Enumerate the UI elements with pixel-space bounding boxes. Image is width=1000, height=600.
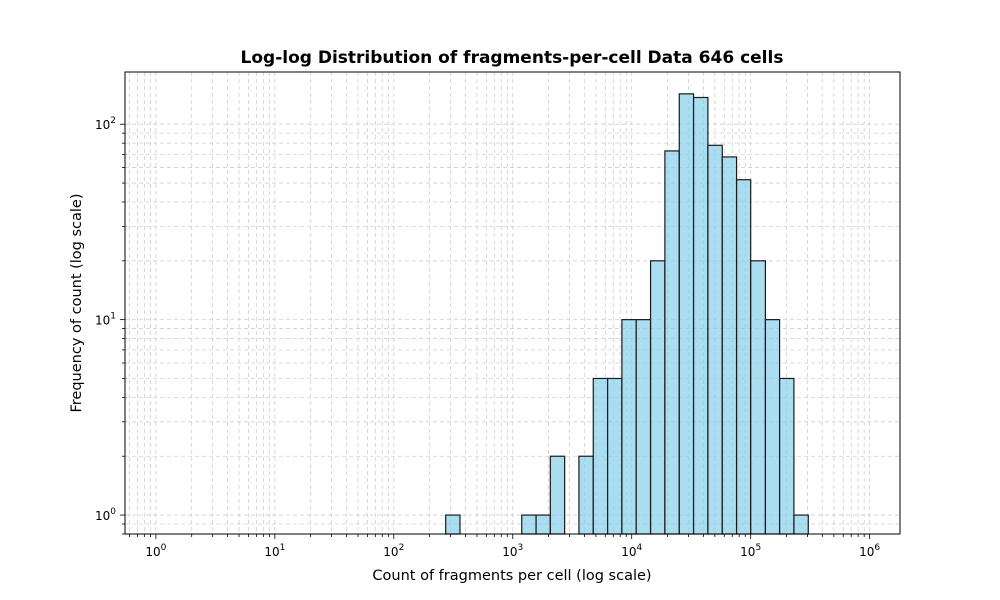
histogram-bars: [445, 93, 809, 535]
histogram-bar: [692, 96, 709, 535]
x-tick-label: 102: [383, 543, 404, 559]
histogram-bar: [707, 144, 723, 535]
axis-ticks: 100 101 102 103 104 105 106 100 101 102: [95, 116, 880, 559]
y-tick-label: 101: [95, 312, 116, 328]
y-tick-label: 100: [95, 507, 116, 523]
histogram-bar: [607, 377, 623, 535]
histogram-bar: [649, 260, 666, 535]
histogram-bar: [445, 514, 461, 535]
histogram-bar: [721, 156, 738, 535]
x-tick-label: 105: [740, 543, 761, 559]
histogram-bar: [549, 455, 566, 535]
x-tick-label: 104: [621, 543, 642, 559]
histogram-bar: [592, 377, 609, 535]
histogram-bar: [664, 150, 680, 535]
histogram-bar: [735, 179, 752, 535]
chart-title: Log-log Distribution of fragments-per-ce…: [241, 48, 784, 68]
histogram-bar: [678, 93, 695, 535]
x-tick-label: 101: [264, 543, 285, 559]
histogram-bar: [793, 514, 809, 535]
histogram-bar: [750, 260, 767, 535]
y-tick-label: 102: [95, 116, 116, 132]
histogram-bar: [578, 455, 594, 535]
histogram-bar: [764, 319, 781, 535]
histogram-bar: [621, 319, 637, 535]
histogram-bar: [521, 514, 537, 535]
histogram-bar: [635, 319, 652, 535]
x-axis-label: Count of fragments per cell (log scale): [372, 568, 651, 584]
x-tick-label: 103: [502, 543, 523, 559]
histogram-bar: [778, 377, 795, 535]
x-tick-label: 100: [145, 543, 166, 559]
histogram-bar: [535, 514, 551, 535]
y-axis-label: Frequency of count (log scale): [69, 193, 85, 412]
x-tick-label: 106: [859, 543, 880, 559]
